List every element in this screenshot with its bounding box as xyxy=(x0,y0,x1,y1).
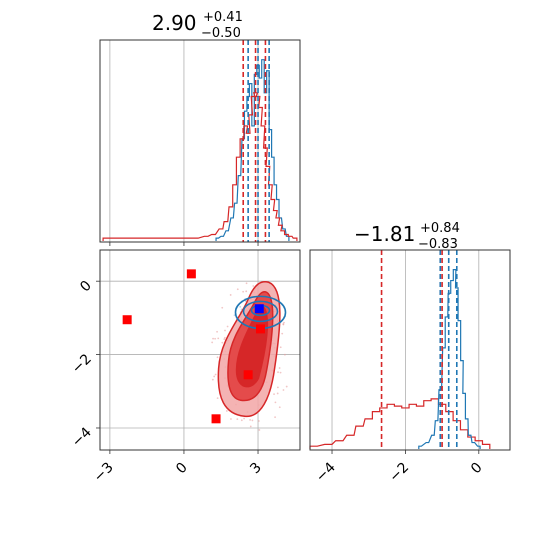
marginal-param2-grid xyxy=(331,250,480,450)
marginal-param1-hist-series-0 xyxy=(215,59,290,241)
joint-sample-red-113 xyxy=(226,325,229,328)
joint-blue-square-0 xyxy=(254,304,264,314)
joint-sample-red-79 xyxy=(213,375,216,378)
joint-sample-red-38 xyxy=(282,389,285,391)
marginal-param2-title-plus: +0.84 xyxy=(420,221,460,236)
joint-sample-red-21 xyxy=(283,321,285,324)
joint-red-square-2 xyxy=(243,370,253,380)
joint-xtick-label-2: 3 xyxy=(247,460,265,478)
joint-sample-red-71 xyxy=(229,294,232,296)
marginal-param2-xtick-label-0: −4 xyxy=(313,459,339,485)
joint-sample-red-77 xyxy=(279,346,282,349)
marginal-param1-title-plus: +0.41 xyxy=(203,10,243,25)
joint-sample-red-134 xyxy=(276,386,279,389)
marginal-param2-hist-series-1 xyxy=(418,269,481,449)
joint-sample-red-53 xyxy=(240,419,243,422)
joint-sample-red-97 xyxy=(211,341,214,344)
marginal-param2-title-minus: −0.83 xyxy=(418,237,458,252)
marginal-param2-title-median: −1.81 xyxy=(354,222,415,246)
joint-contours xyxy=(217,281,287,418)
joint-sample-red-138 xyxy=(279,371,282,374)
marginal-param1-ticks xyxy=(109,242,259,246)
joint-sample-red-84 xyxy=(212,337,214,340)
joint-sample-red-91 xyxy=(278,367,281,369)
joint-blue-contour-middle xyxy=(242,300,279,323)
marginal-param1-grid xyxy=(109,40,259,242)
joint-sample-red-115 xyxy=(281,332,284,335)
joint-sample-red-88 xyxy=(211,378,214,381)
joint-sample-red-58 xyxy=(214,373,217,376)
joint-sample-red-87 xyxy=(258,429,261,431)
marginal-param1-panel: 2.90 +0.41 −0.50 xyxy=(99,10,301,246)
marginal-param2-frame xyxy=(309,249,511,451)
marginal-param2-histograms xyxy=(309,269,491,449)
joint-sample-red-48 xyxy=(214,337,217,340)
joint-sample-red-37 xyxy=(274,416,276,419)
joint-red-square-0 xyxy=(186,269,196,279)
marginal-param2-xtick-label-1: −2 xyxy=(386,460,412,486)
joint-sample-red-86 xyxy=(216,356,219,359)
joint-sample-red-102 xyxy=(277,371,279,374)
joint-markers xyxy=(122,269,265,424)
marginal-param1-histograms xyxy=(102,59,298,241)
joint-red-square-4 xyxy=(255,324,265,334)
joint-sample-red-44 xyxy=(245,282,248,285)
joint-ytick-label-2: −4 xyxy=(69,424,95,450)
joint-red-square-3 xyxy=(211,414,221,424)
marginal-param1-hist-series-1 xyxy=(102,92,298,241)
marginal-param1-frame xyxy=(99,39,301,243)
marginal-param2-xtick-label-2: 0 xyxy=(468,460,486,478)
joint-sample-red-54 xyxy=(230,418,232,420)
marginal-param2-quantile-lines xyxy=(380,250,458,450)
joint-sample-red-116 xyxy=(221,341,224,344)
marginal-param1-title-median: 2.90 xyxy=(152,11,197,35)
joint-sample-blue-26 xyxy=(239,305,242,308)
joint-sample-red-22 xyxy=(252,285,255,287)
joint-xtick-label-0: −3 xyxy=(91,460,117,486)
joint-panel: −3 0 3 0 −2 −4 xyxy=(69,249,301,486)
joint-sample-red-110 xyxy=(273,393,275,396)
joint-sample-red-43 xyxy=(236,418,239,421)
joint-sample-red-69 xyxy=(284,353,286,356)
joint-sample-red-39 xyxy=(249,419,251,421)
joint-sample-red-131 xyxy=(216,397,219,400)
joint-grid xyxy=(100,250,300,450)
joint-sample-red-36 xyxy=(245,290,248,293)
marginal-param2-hist-series-0 xyxy=(309,398,491,449)
joint-sample-red-93 xyxy=(249,425,252,428)
joint-sample-red-135 xyxy=(258,420,260,422)
joint-sample-red-106 xyxy=(236,288,239,291)
joint-xtick-label-1: 0 xyxy=(173,460,191,478)
joint-sample-red-83 xyxy=(276,392,279,395)
joint-sample-red-89 xyxy=(225,410,228,412)
joint-sample-red-74 xyxy=(282,323,285,326)
joint-sample-red-25 xyxy=(251,419,254,422)
joint-ytick-label-0: 0 xyxy=(77,278,95,296)
joint-sample-red-31 xyxy=(223,336,226,339)
joint-sample-red-5 xyxy=(242,290,245,293)
joint-sample-red-126 xyxy=(278,406,281,409)
joint-sample-red-95 xyxy=(274,401,277,404)
joint-sample-red-2 xyxy=(223,338,226,341)
joint-red-square-1 xyxy=(122,315,132,325)
joint-sample-red-127 xyxy=(221,306,224,309)
marginal-param1-title-minus: −0.50 xyxy=(201,26,241,41)
joint-ytick-label-1: −2 xyxy=(69,351,95,377)
joint-sample-red-32 xyxy=(216,330,218,333)
joint-sample-red-11 xyxy=(285,385,288,388)
marginal-param2-ticks: −4 −2 0 xyxy=(313,450,486,485)
marginal-param2-panel: −4 −2 0 −1.81 +0.84 −0.83 xyxy=(309,221,511,485)
joint-frame xyxy=(99,249,301,451)
joint-sample-red-70 xyxy=(217,337,220,340)
marginal-param1-quantile-lines xyxy=(242,40,270,242)
joint-sample-red-72 xyxy=(243,417,246,420)
joint-sample-red-14 xyxy=(224,329,226,332)
